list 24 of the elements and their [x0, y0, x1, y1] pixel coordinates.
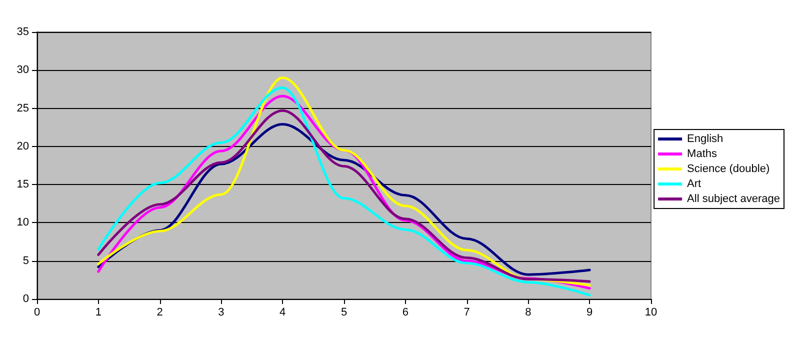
x-tick-label: 4 [280, 306, 286, 318]
legend-label: English [687, 133, 724, 145]
x-tick-label: 8 [525, 306, 532, 318]
y-tick-label: 35 [16, 26, 29, 38]
x-tick-label: 5 [340, 306, 348, 318]
legend-label: Art [687, 178, 702, 190]
x-tick-label: 3 [218, 306, 224, 318]
x-tick-label: 1 [95, 306, 102, 318]
y-tick-label: 30 [16, 64, 29, 76]
y-tick-label: 0 [22, 293, 29, 305]
x-tick-label: 10 [644, 306, 658, 318]
y-tick-label: 25 [16, 102, 29, 114]
x-tick-label: 7 [464, 306, 470, 318]
legend-label: All subject average [687, 193, 780, 205]
legend-label: Maths [687, 148, 718, 160]
y-tick-label: 15 [16, 178, 29, 191]
x-tick-label: 2 [156, 306, 163, 318]
y-tick-label: 10 [16, 216, 29, 229]
x-tick-label: 0 [34, 306, 40, 318]
y-tick-label: 5 [22, 254, 29, 267]
y-tick-label: 20 [16, 140, 29, 152]
x-tick-label: 6 [402, 306, 408, 318]
legend-label: Science (double) [687, 163, 770, 175]
x-tick-label: 9 [586, 306, 593, 318]
